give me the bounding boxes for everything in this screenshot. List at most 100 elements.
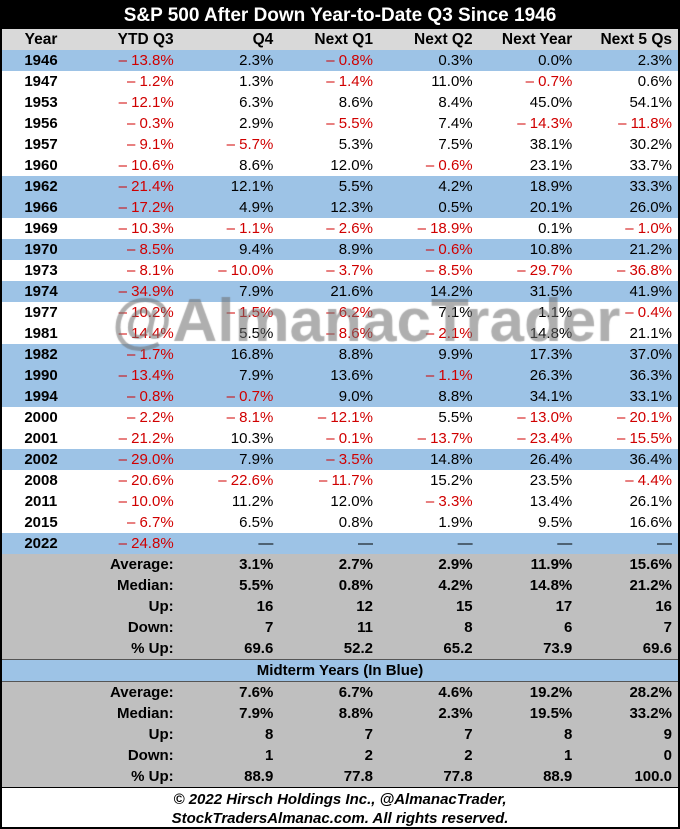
value-cell: 7.9% bbox=[179, 365, 280, 386]
spacer-cell bbox=[2, 724, 80, 745]
value-cell: – 3.5% bbox=[279, 449, 379, 470]
value-cell: 10.3% bbox=[230, 430, 274, 447]
value-cell: 14.2% bbox=[378, 281, 479, 302]
table-row: 1956 – 0.3% 2.9% – 5.5% 7.4% – 14.3% – 11.8% bbox=[2, 113, 678, 134]
summary-value: 19.2% bbox=[478, 681, 579, 703]
value-cell: 0.0% bbox=[478, 50, 579, 71]
summary-row: Median: 5.5% 0.8% 4.2% 14.8% 21.2% bbox=[2, 575, 678, 596]
value-cell: 54.1% bbox=[629, 94, 672, 111]
column-header: Year bbox=[2, 29, 80, 50]
column-header: Next Q2 bbox=[378, 29, 479, 50]
value-cell: 5.5% bbox=[438, 409, 473, 426]
value-cell: 26.0% bbox=[578, 197, 678, 218]
summary-value: 52.2 bbox=[279, 638, 379, 660]
year-cell: 2015 bbox=[24, 514, 58, 531]
value-cell: – 14.3% bbox=[517, 115, 573, 132]
table-row: 2022– 24.8% — — — — — bbox=[2, 533, 678, 554]
value-cell: – 3.3% bbox=[425, 493, 473, 510]
summary-value: 2.7% bbox=[279, 554, 379, 575]
table-row: 2015 – 6.7% 6.5% 0.8% 1.9% 9.5% 16.6% bbox=[2, 512, 678, 533]
table-row: 1969 – 10.3% – 1.1% – 2.6% – 18.9% 0.1% – 1.0% bbox=[2, 218, 678, 239]
value-cell: 0.6% bbox=[637, 73, 672, 90]
value-cell: – 0.6% bbox=[378, 239, 479, 260]
value-cell: 5.5% bbox=[239, 325, 274, 342]
value-cell: – 8.5% bbox=[80, 239, 180, 260]
value-cell: 26.1% bbox=[629, 493, 672, 510]
value-cell: 0.8% bbox=[338, 514, 373, 531]
spacer-cell bbox=[2, 638, 80, 660]
summary-label: Average: bbox=[80, 681, 180, 703]
value-cell: – 13.4% bbox=[80, 365, 180, 386]
year-cell: 1981 bbox=[24, 325, 58, 342]
value-cell: 16.6% bbox=[629, 514, 672, 531]
summary-value: 2 bbox=[378, 745, 479, 766]
summary-value: 16 bbox=[578, 596, 678, 617]
column-header: Next Year bbox=[478, 29, 579, 50]
summary-value: 77.8 bbox=[378, 766, 479, 787]
value-cell: 6.5% bbox=[239, 514, 274, 531]
value-cell: – 15.5% bbox=[616, 430, 672, 447]
summary-value: 1 bbox=[478, 745, 579, 766]
value-cell: 8.4% bbox=[438, 94, 473, 111]
table-row: 1977 – 10.2% – 1.5% – 6.2% 7.1% 1.1% – 0.4% bbox=[2, 302, 678, 323]
value-cell: 31.5% bbox=[478, 281, 579, 302]
summary-value: 7.6% bbox=[179, 681, 280, 703]
summary-value: 12 bbox=[279, 596, 379, 617]
value-cell: 18.9% bbox=[478, 176, 579, 197]
value-cell: – 0.6% bbox=[425, 157, 473, 174]
value-cell: 5.5% bbox=[279, 176, 379, 197]
summary-row: Up: 8 7 7 8 9 bbox=[2, 724, 678, 745]
summary-value: 73.9 bbox=[478, 638, 579, 660]
spacer-cell bbox=[2, 766, 80, 787]
value-cell: — bbox=[578, 533, 678, 554]
summary-value: 15.6% bbox=[578, 554, 678, 575]
value-cell: 1.1% bbox=[538, 304, 573, 321]
column-header: Next Q1 bbox=[279, 29, 379, 50]
table-row: 2000 – 2.2% – 8.1% – 12.1% 5.5% – 13.0% – 20.1… bbox=[2, 407, 678, 428]
value-cell: 23.1% bbox=[529, 157, 573, 174]
value-cell: 9.4% bbox=[179, 239, 280, 260]
spacer-cell bbox=[2, 575, 80, 596]
column-header: YTD Q3 bbox=[80, 29, 180, 50]
value-cell: 6.3% bbox=[239, 94, 274, 111]
value-cell: – 1.4% bbox=[326, 73, 373, 90]
value-cell: 41.9% bbox=[578, 281, 678, 302]
value-cell: – 36.8% bbox=[616, 262, 672, 279]
year-cell: 1946 bbox=[2, 50, 80, 71]
summary-row: Up: 16 12 15 17 16 bbox=[2, 596, 678, 617]
value-cell: – 6.7% bbox=[126, 514, 174, 531]
table-row: 1966– 17.2% 4.9% 12.3% 0.5% 20.1% 26.0% bbox=[2, 197, 678, 218]
summary-value: 17 bbox=[478, 596, 579, 617]
summary-value: 2 bbox=[279, 745, 379, 766]
value-cell: 7.5% bbox=[438, 136, 473, 153]
value-cell: – 4.4% bbox=[625, 472, 672, 489]
year-cell: 1957 bbox=[24, 136, 58, 153]
spacer-cell bbox=[2, 681, 80, 703]
table-row: 1970– 8.5% 9.4% 8.9% – 0.6% 10.8% 21.2% bbox=[2, 239, 678, 260]
chart-title: S&P 500 After Down Year-to-Date Q3 Since… bbox=[2, 2, 678, 29]
value-cell: 33.1% bbox=[578, 386, 678, 407]
value-cell: 7.9% bbox=[179, 449, 280, 470]
summary-row: Down: 7 11 8 6 7 bbox=[2, 617, 678, 638]
value-cell: – 23.4% bbox=[517, 430, 573, 447]
column-header: Next 5 Qs bbox=[578, 29, 678, 50]
year-cell: 2008 bbox=[24, 472, 58, 489]
summary-row: Median: 7.9% 8.8% 2.3% 19.5% 33.2% bbox=[2, 703, 678, 724]
footer: © 2022 Hirsch Holdings Inc., @AlmanacTra… bbox=[2, 787, 678, 827]
value-cell: 33.7% bbox=[629, 157, 672, 174]
value-cell: 45.0% bbox=[529, 94, 573, 111]
value-cell: – 24.8% bbox=[80, 533, 180, 554]
header-row: Year YTD Q3 Q4 Next Q1 Next Q2 Next Year Next … bbox=[2, 29, 678, 50]
summary-label: Up: bbox=[80, 596, 180, 617]
year-cell: 1953 bbox=[24, 94, 58, 111]
value-cell: – 29.7% bbox=[517, 262, 573, 279]
value-cell: 1.9% bbox=[438, 514, 473, 531]
value-cell: 37.0% bbox=[578, 344, 678, 365]
year-cell: 2011 bbox=[24, 493, 58, 510]
summary-row: Down: 1 2 2 1 0 bbox=[2, 745, 678, 766]
table-row: 2008 – 20.6% – 22.6% – 11.7% 15.2% 23.5% – 4.4… bbox=[2, 470, 678, 491]
summary-value: 8 bbox=[378, 617, 479, 638]
value-cell: 8.8% bbox=[378, 386, 479, 407]
table-row: 2011 – 10.0% 11.2% 12.0% – 3.3% 13.4% 26.1% bbox=[2, 491, 678, 512]
value-cell: 7.9% bbox=[179, 281, 280, 302]
